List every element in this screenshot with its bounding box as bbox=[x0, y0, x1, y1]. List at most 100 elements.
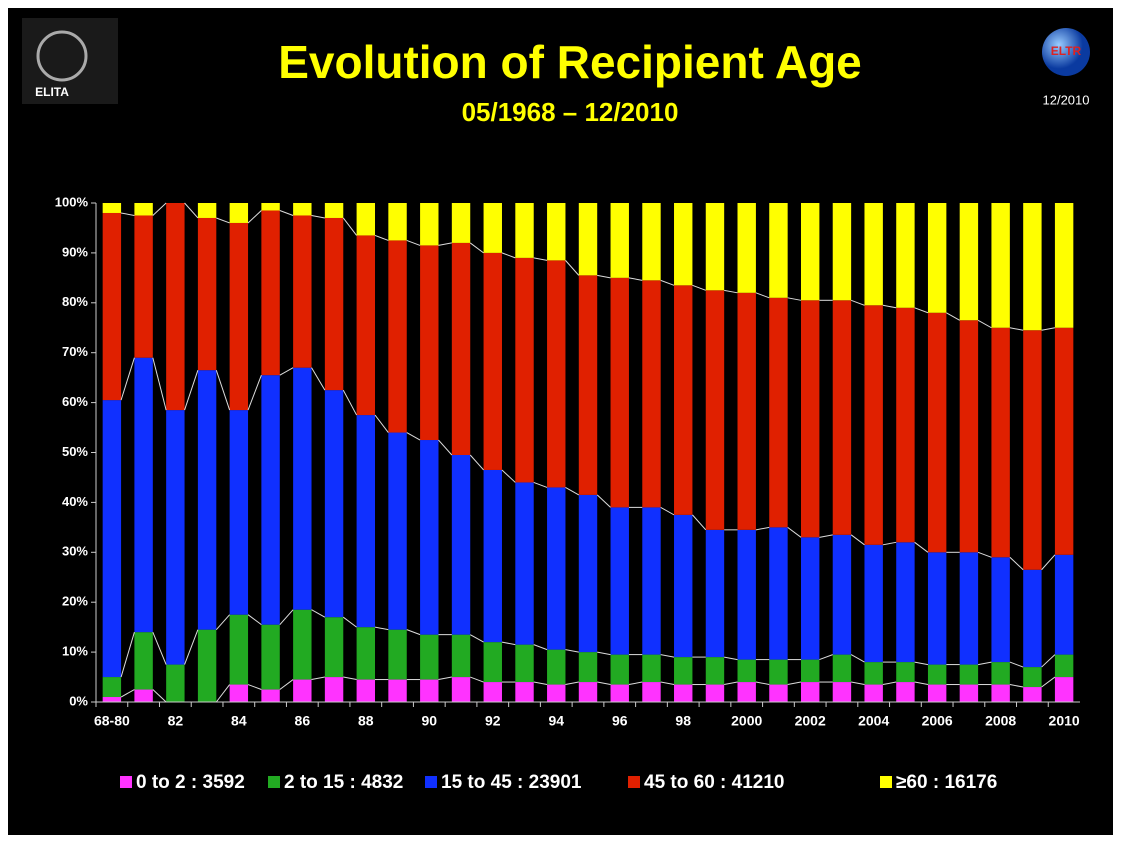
bar-segment bbox=[293, 679, 312, 702]
bar-segment bbox=[991, 662, 1010, 685]
bar-segment bbox=[197, 370, 217, 630]
bar-segment bbox=[102, 212, 122, 401]
bar-segment bbox=[356, 627, 376, 680]
bar-segment bbox=[420, 679, 439, 702]
bar-segment bbox=[102, 677, 122, 698]
bar-segment bbox=[293, 215, 312, 368]
bar-segment bbox=[896, 307, 915, 543]
connector bbox=[215, 684, 231, 703]
connector bbox=[660, 506, 675, 516]
connector bbox=[724, 289, 738, 294]
x-tick-label: 84 bbox=[231, 713, 247, 729]
bar-segment bbox=[134, 357, 153, 633]
bar-segment bbox=[1023, 569, 1042, 668]
bar-segment bbox=[166, 664, 185, 702]
bar-segment bbox=[515, 644, 534, 683]
connector bbox=[787, 297, 802, 301]
bar-segment bbox=[737, 529, 756, 660]
bar-segment bbox=[1054, 203, 1074, 328]
connector bbox=[311, 214, 325, 219]
bar-segment bbox=[578, 682, 598, 702]
logo-text: ELITA bbox=[35, 85, 69, 99]
connector bbox=[1009, 327, 1024, 331]
connector bbox=[406, 432, 421, 441]
x-tick-label: 94 bbox=[548, 713, 564, 729]
y-tick-label: 60% bbox=[62, 394, 88, 409]
bar-segment bbox=[134, 203, 153, 216]
bar-segment bbox=[261, 624, 280, 690]
connector bbox=[311, 367, 326, 391]
connector bbox=[787, 681, 802, 686]
legend-label: 15 to 45 : 23901 bbox=[441, 772, 582, 793]
connector bbox=[565, 486, 580, 496]
bar-segment bbox=[769, 684, 788, 702]
bar-segment bbox=[800, 537, 820, 660]
bar-segment bbox=[832, 534, 852, 655]
bar-segment bbox=[324, 390, 344, 618]
connector bbox=[279, 210, 294, 216]
legend-swatch bbox=[880, 776, 892, 788]
connector bbox=[343, 676, 357, 681]
chart-title: Evolution of Recipient Age bbox=[278, 36, 862, 88]
bar-segment bbox=[134, 689, 153, 702]
bar-segment bbox=[674, 657, 693, 685]
connector bbox=[755, 526, 770, 531]
bar-segment bbox=[864, 305, 883, 545]
bar-segment bbox=[293, 203, 312, 216]
legend-label: 2 to 15 : 4832 bbox=[284, 772, 403, 793]
connector bbox=[724, 656, 738, 661]
y-tick-label: 20% bbox=[62, 594, 88, 609]
connector bbox=[851, 681, 865, 686]
bar-segment bbox=[737, 203, 756, 293]
bar-segment bbox=[547, 487, 566, 650]
bar-segment bbox=[324, 617, 344, 678]
connector bbox=[342, 389, 358, 416]
connector bbox=[755, 681, 770, 686]
connector bbox=[120, 212, 135, 216]
connector bbox=[1041, 554, 1056, 571]
connector bbox=[1009, 556, 1024, 571]
bar-segment bbox=[705, 529, 725, 658]
connector bbox=[406, 239, 421, 246]
connector bbox=[914, 681, 929, 686]
x-tick-label: 2000 bbox=[731, 713, 762, 729]
bar-segment bbox=[610, 277, 629, 508]
bar-segment bbox=[991, 684, 1010, 702]
bar-segment bbox=[229, 614, 249, 685]
connector bbox=[279, 679, 294, 690]
bar-segment bbox=[896, 682, 915, 702]
bar-segment bbox=[483, 203, 502, 253]
connector bbox=[120, 689, 135, 698]
bar-segment bbox=[991, 203, 1010, 328]
bar-segment bbox=[293, 609, 312, 680]
connector bbox=[597, 681, 611, 686]
bar-segment bbox=[515, 682, 534, 702]
bar-segment bbox=[832, 682, 852, 702]
connector bbox=[215, 370, 231, 411]
connector bbox=[247, 614, 262, 626]
bar-segment bbox=[705, 290, 725, 530]
bar-segment bbox=[483, 469, 502, 643]
y-tick-label: 90% bbox=[62, 244, 88, 259]
bar-segment bbox=[1023, 330, 1042, 570]
bar-segment bbox=[102, 400, 122, 678]
bar-segment bbox=[959, 684, 979, 702]
bar-segment bbox=[420, 634, 439, 680]
connector bbox=[660, 681, 675, 686]
connector bbox=[184, 629, 199, 665]
connector bbox=[374, 414, 389, 433]
bar-segment bbox=[420, 440, 439, 635]
connector bbox=[247, 210, 262, 224]
bar-segment bbox=[197, 629, 217, 702]
connector bbox=[946, 312, 960, 321]
bar-segment bbox=[388, 629, 407, 680]
connector bbox=[342, 217, 357, 236]
connector bbox=[787, 526, 802, 538]
bar-segment bbox=[705, 684, 725, 702]
legend-label: 0 to 2 : 3592 bbox=[136, 772, 245, 793]
connector bbox=[342, 616, 357, 628]
bar-segment bbox=[451, 203, 471, 243]
connector bbox=[1041, 327, 1056, 331]
bar-segment bbox=[959, 203, 979, 321]
